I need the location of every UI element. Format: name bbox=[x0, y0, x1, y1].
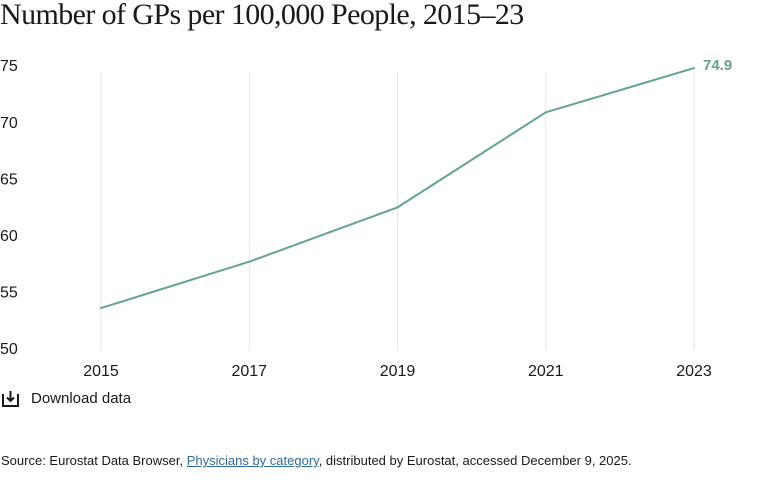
x-tick-label: 2017 bbox=[231, 363, 267, 380]
x-tick-label: 2021 bbox=[528, 363, 564, 380]
end-value-label: 74.9 bbox=[703, 57, 732, 74]
download-data-button[interactable]: Download data bbox=[1, 389, 131, 408]
source-note: Source: Eurostat Data Browser, Physician… bbox=[1, 453, 632, 468]
source-link[interactable]: Physicians by category bbox=[186, 453, 319, 468]
y-tick-label: 60 bbox=[0, 228, 18, 245]
x-tick-label: 2023 bbox=[676, 363, 712, 380]
y-axis: 50 55 60 65 70 75 bbox=[0, 58, 18, 358]
y-tick-label: 55 bbox=[0, 285, 18, 302]
y-tick-label: 75 bbox=[0, 58, 18, 75]
series-line-0 bbox=[100, 67, 695, 310]
x-tick-label: 2015 bbox=[83, 363, 119, 380]
line-chart: 50 55 60 65 70 75 2015 2017 2019 2021 2023 74.9 bbox=[0, 57, 732, 380]
data-labels: 74.9 bbox=[703, 57, 732, 74]
download-label: Download data bbox=[31, 390, 132, 407]
source-suffix: , distributed by Eurostat, accessed Dece… bbox=[318, 453, 632, 468]
series-group bbox=[100, 67, 695, 310]
download-icon bbox=[1, 389, 20, 408]
y-tick-label: 50 bbox=[0, 341, 18, 358]
chart-title: Number of GPs per 100,000 People, 2015–2… bbox=[0, 0, 524, 31]
source-prefix: Source: Eurostat Data Browser, bbox=[1, 453, 187, 468]
x-tick-label: 2019 bbox=[380, 363, 416, 380]
y-tick-label: 65 bbox=[0, 171, 18, 188]
gridlines bbox=[100, 72, 695, 350]
x-axis: 2015 2017 2019 2021 2023 bbox=[83, 363, 712, 380]
y-tick-label: 70 bbox=[0, 115, 18, 132]
